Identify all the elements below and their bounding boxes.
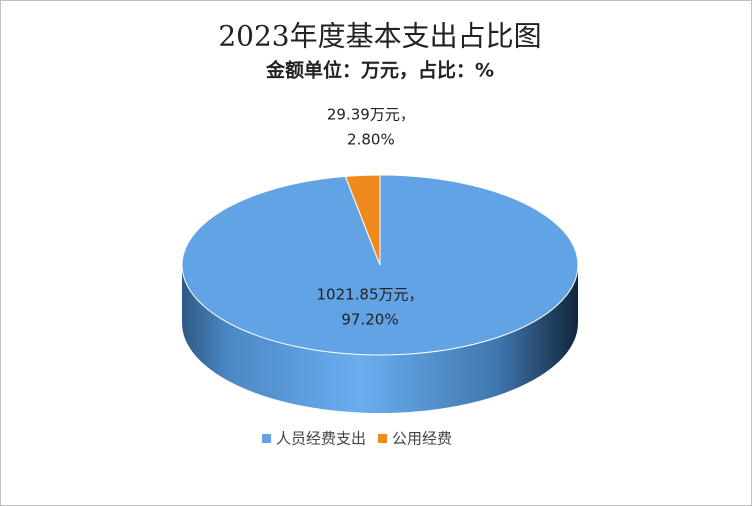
legend-label: 公用经费 — [392, 430, 452, 448]
legend: 人员经费支出 公用经费 — [262, 430, 452, 448]
legend-label: 人员经费支出 — [276, 430, 366, 448]
pie-slice — [344, 174, 381, 266]
data-labels: 1021.85万元， 97.20% 29.39万元， 2.80% — [316, 106, 423, 329]
data-label: 1021.85万元， — [316, 286, 423, 304]
pie-slice — [181, 174, 579, 356]
chart-title: 2023年度基本支出占比图 — [218, 20, 541, 53]
data-label: 97.20% — [341, 311, 398, 329]
pie-side — [182, 265, 578, 413]
data-label: 29.39万元， — [327, 106, 415, 124]
legend-swatch — [262, 434, 271, 443]
pie — [181, 174, 579, 413]
data-label: 2.80% — [347, 131, 395, 149]
legend-swatch — [378, 434, 388, 443]
chart-subtitle: 金额单位：万元，占比：% — [265, 59, 494, 82]
